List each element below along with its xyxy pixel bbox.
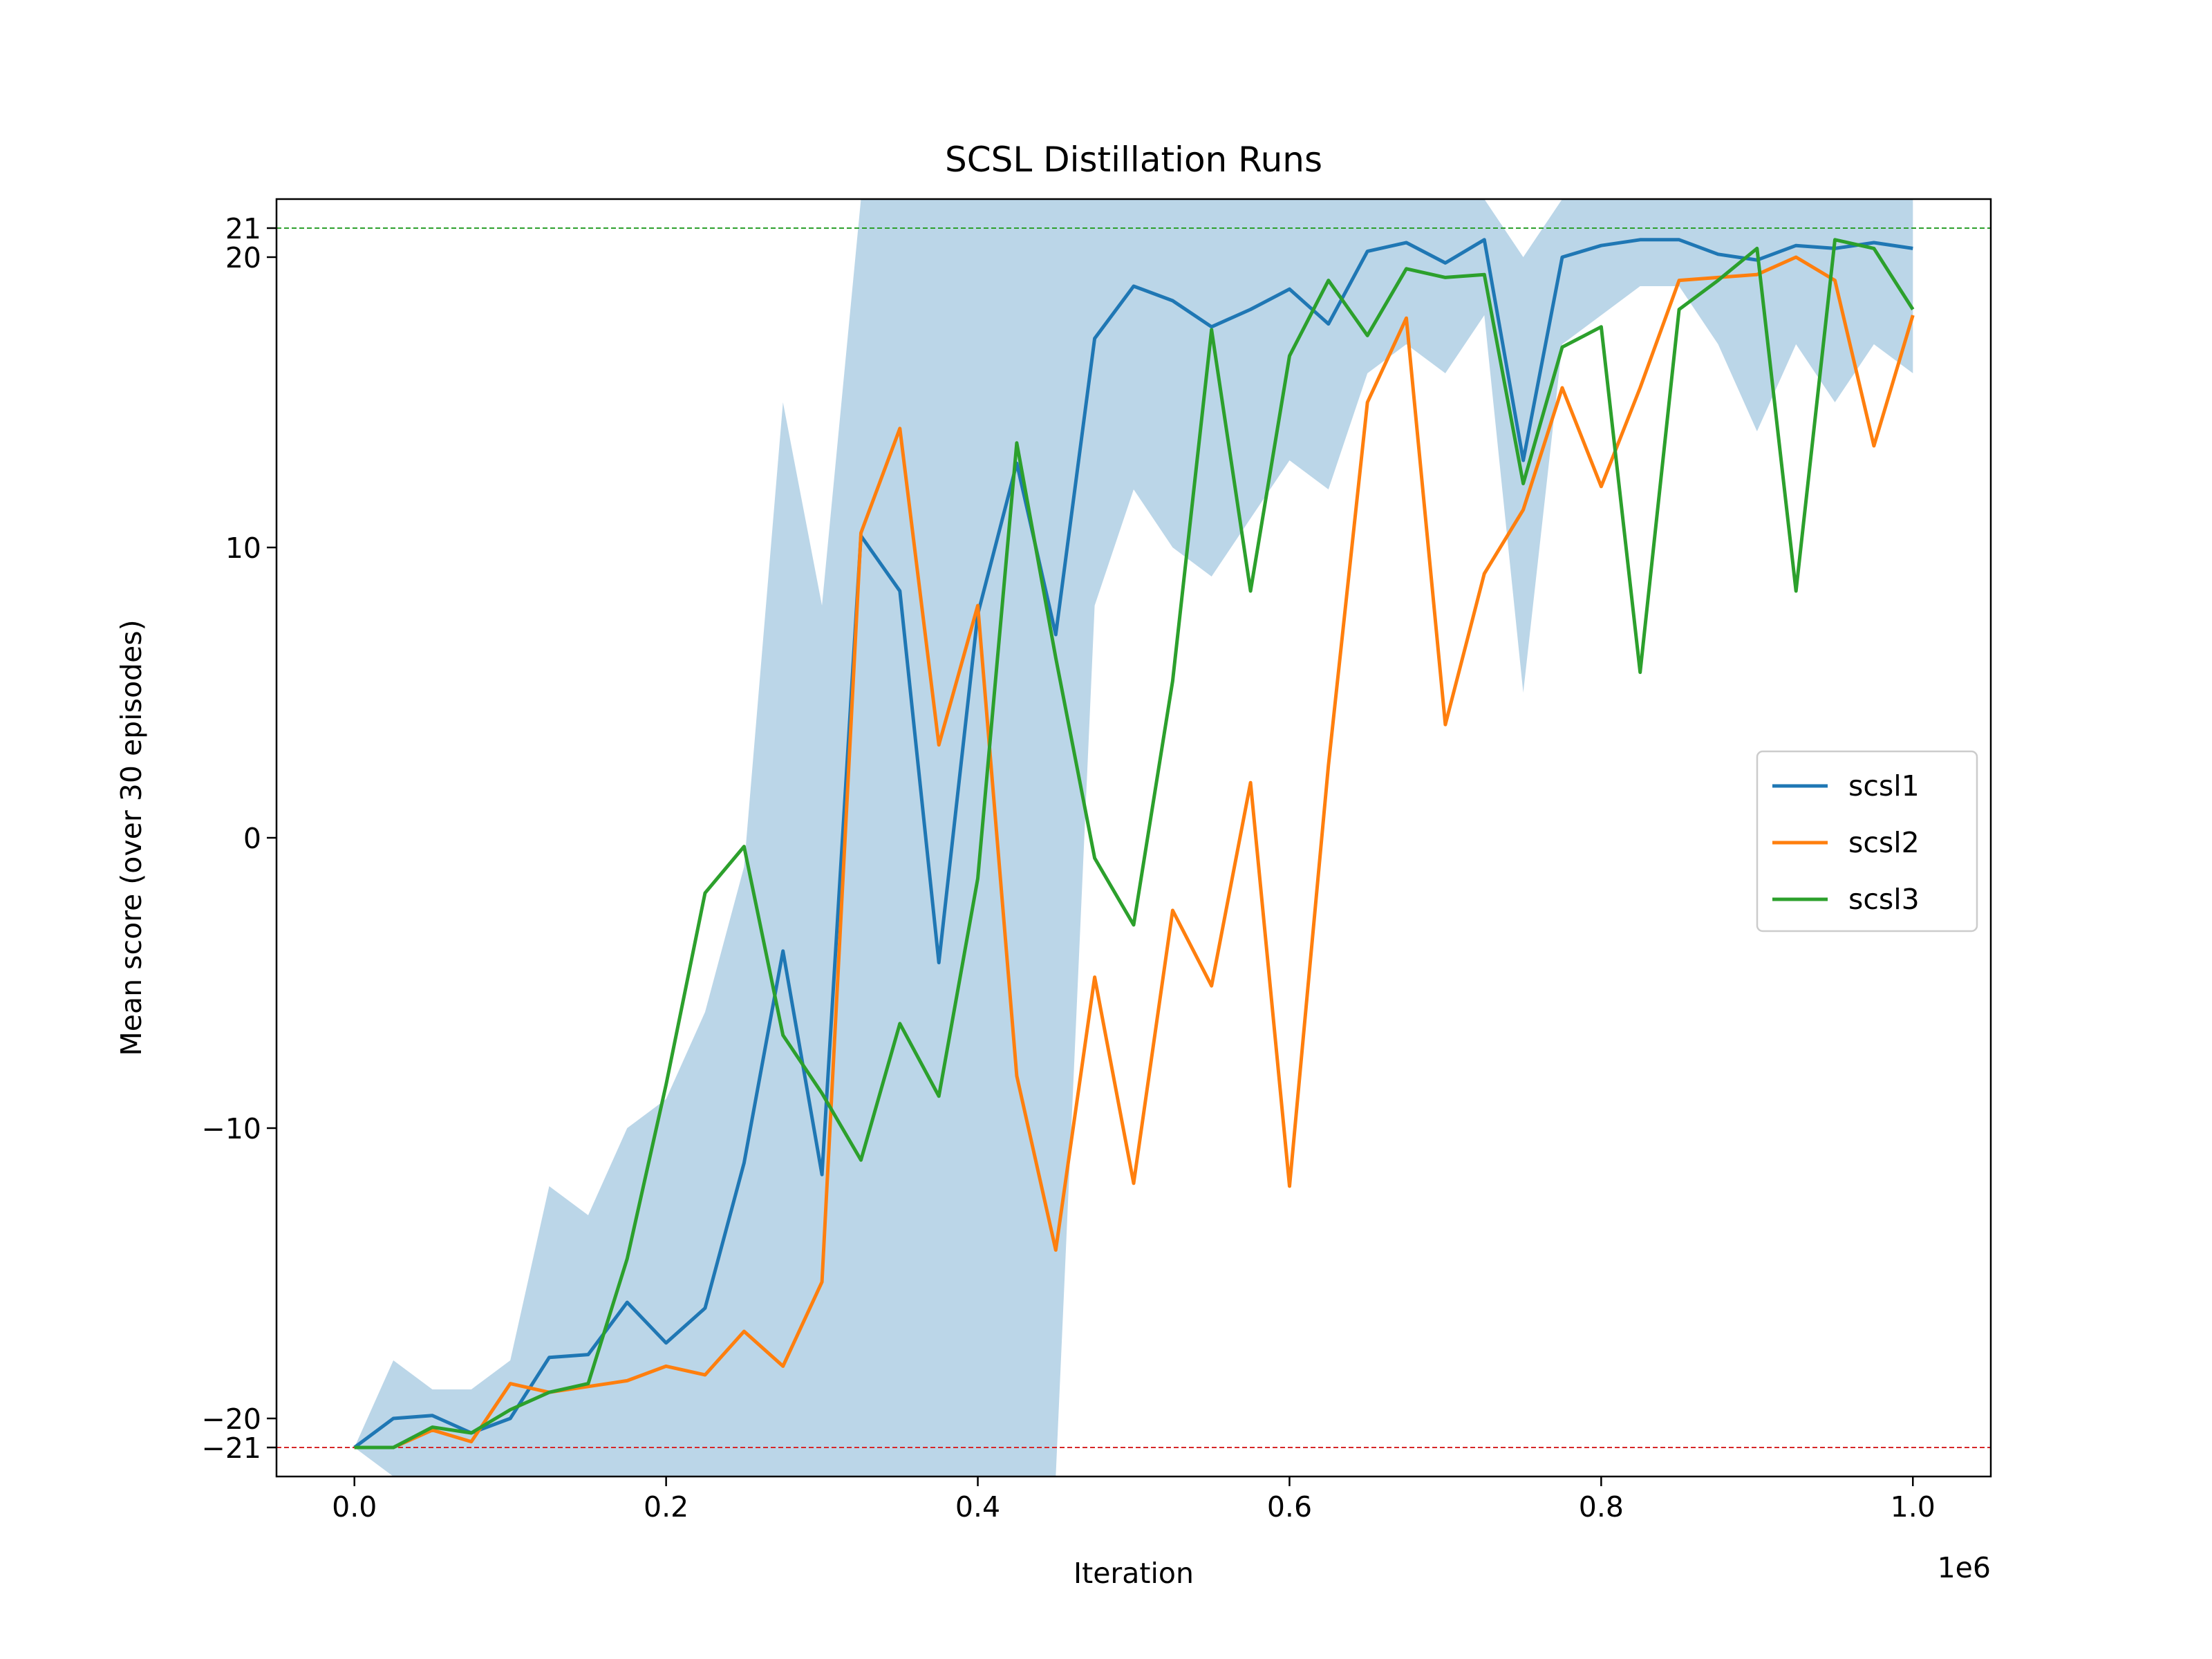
legend-label-scsl1: scsl1 <box>1848 769 1920 803</box>
x-tick-label: 0.8 <box>1579 1490 1624 1524</box>
y-tick-label: 20 <box>225 241 261 274</box>
series-line-scsl2 <box>354 255 1915 1450</box>
reference-lines <box>276 227 1991 1448</box>
x-tick-label: 0.2 <box>644 1490 688 1524</box>
chart-title: SCSL Distillation Runs <box>945 140 1322 180</box>
series-line-scsl3 <box>354 238 1915 1450</box>
legend-label-scsl2: scsl2 <box>1848 826 1920 859</box>
x-axis-label: Iteration <box>1074 1557 1194 1590</box>
y-tick-label: 10 <box>225 532 261 565</box>
legend-label-scsl3: scsl3 <box>1848 883 1920 916</box>
y-tick-label: −20 <box>201 1403 261 1436</box>
x-axis-ticks: 0.0 0.2 0.4 0.6 0.8 1.0 <box>332 1477 1936 1524</box>
y-tick-label: 0 <box>243 822 261 855</box>
legend-box <box>1756 750 1978 932</box>
x-tick-label: 0.4 <box>955 1490 1000 1524</box>
x-axis-multiplier: 1e6 <box>1938 1551 1991 1584</box>
y-tick-label: 21 <box>225 212 261 245</box>
x-tick-label: 0.6 <box>1267 1490 1312 1524</box>
legend: scsl1 scsl2 scsl3 <box>1756 750 1978 932</box>
y-axis-label: Mean score (over 30 episodes) <box>115 619 148 1056</box>
x-tick-label: 0.0 <box>332 1490 377 1524</box>
y-tick-label: −21 <box>201 1432 261 1465</box>
series-lines <box>353 238 1915 1450</box>
series-line-scsl1 <box>353 238 1913 1450</box>
y-tick-label: −10 <box>201 1112 261 1145</box>
x-tick-label: 1.0 <box>1891 1490 1936 1524</box>
